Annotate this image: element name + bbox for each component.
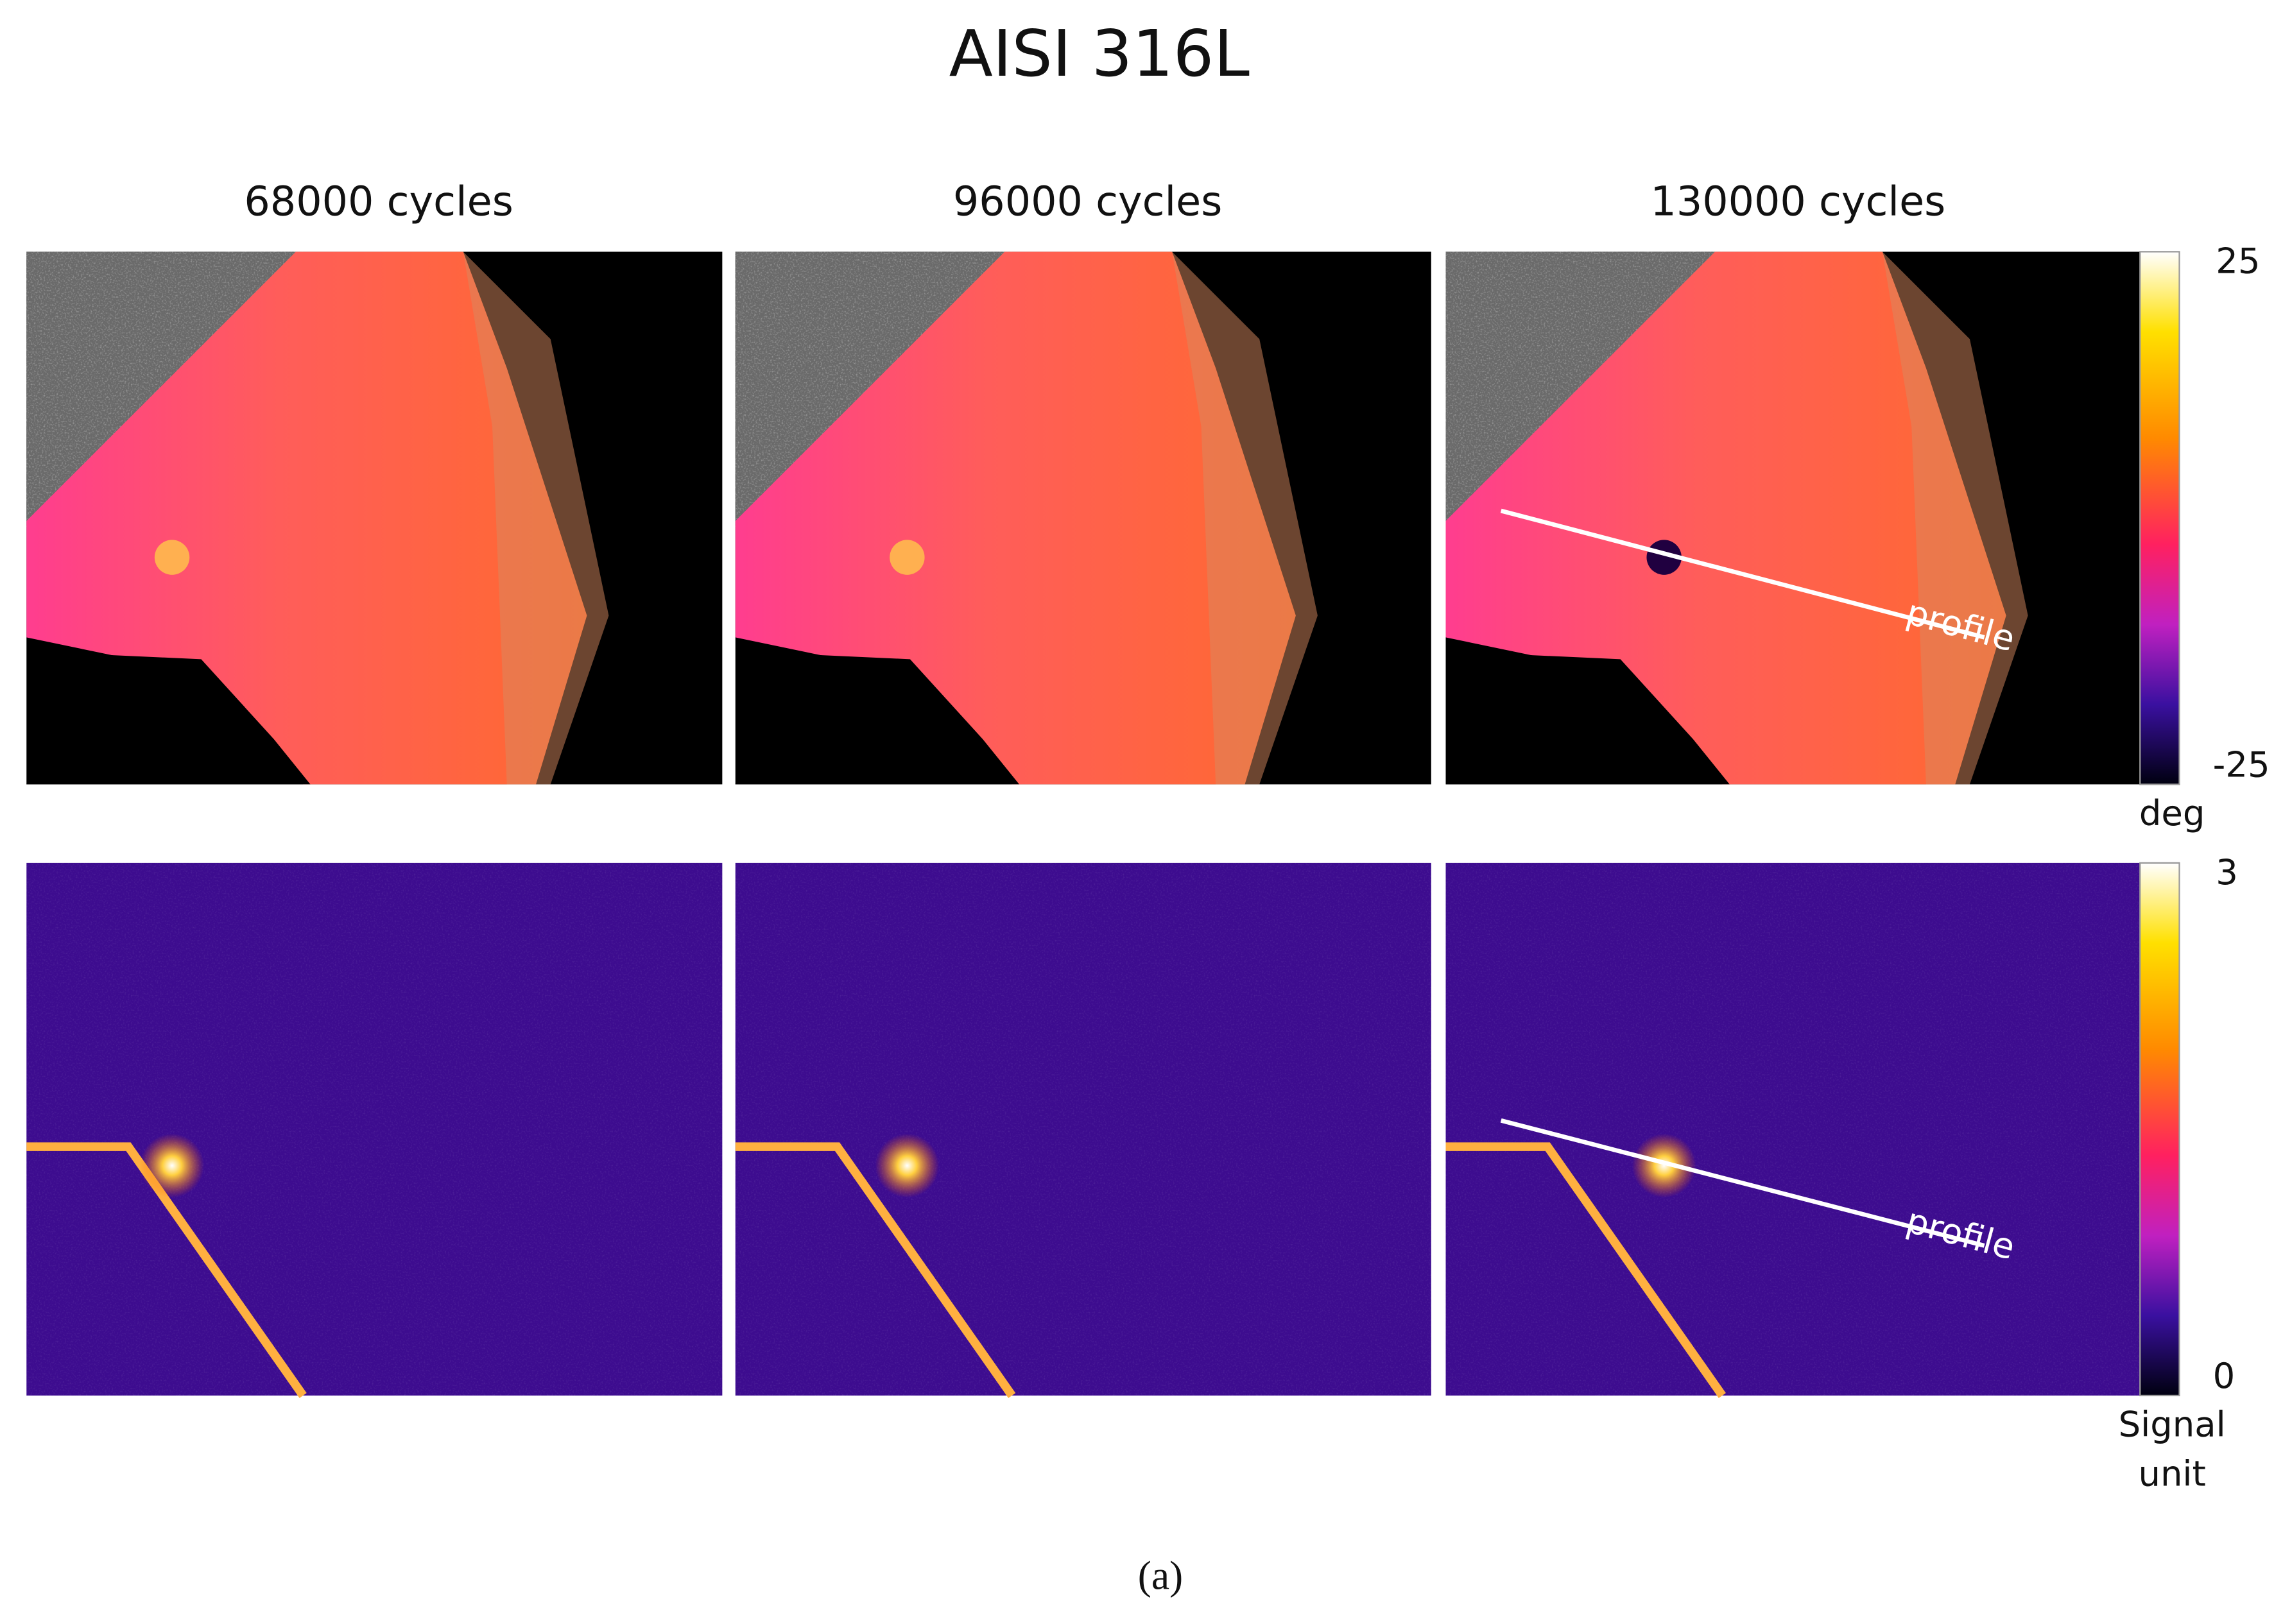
shadow-region xyxy=(26,652,311,785)
stress-field xyxy=(1445,252,2006,785)
title: AISI 316L xyxy=(949,16,1250,91)
image-panel: profile xyxy=(1445,252,2142,785)
noise xyxy=(26,862,723,1396)
crack-tip xyxy=(154,540,190,575)
shadow-region xyxy=(735,652,1019,785)
speckle xyxy=(1172,252,1318,785)
colorbar xyxy=(2139,251,2180,785)
image-panel: profile xyxy=(1445,862,2142,1398)
edge xyxy=(1445,1142,1726,1398)
colorbar-max: 25 xyxy=(2216,241,2260,282)
stress-field xyxy=(26,252,587,785)
edge xyxy=(26,1142,307,1398)
unit-line: unit xyxy=(2138,1453,2205,1494)
crack-glow xyxy=(140,1133,204,1198)
colorbar-unit: deg xyxy=(2139,792,2205,833)
edge xyxy=(735,1142,1016,1398)
colorbar-min: -25 xyxy=(2213,744,2270,785)
noise xyxy=(1445,862,2142,1396)
panels: 68000 cycles 96000 cycles 130000 cycles pro… xyxy=(26,178,2270,1494)
profile-line xyxy=(1500,1118,1985,1248)
column-heading: 130000 cycles xyxy=(1650,178,1945,225)
colorbar xyxy=(2139,862,2180,1397)
shadow-region xyxy=(1445,652,1730,785)
speckle xyxy=(1882,252,2028,785)
crack-glow xyxy=(1632,1133,1696,1198)
crack-tip xyxy=(1646,540,1682,575)
caption: (a) xyxy=(1138,1553,1183,1598)
column-heading: 96000 cycles xyxy=(953,178,1222,225)
unit-line: Signal xyxy=(2119,1403,2226,1444)
unit-line: deg xyxy=(2139,792,2205,833)
image-panel xyxy=(735,252,1431,785)
image-panel xyxy=(735,862,1431,1398)
noise xyxy=(735,862,1431,1396)
speckle xyxy=(463,252,609,785)
crack-tip xyxy=(890,540,925,575)
column-heading: 68000 cycles xyxy=(244,178,513,225)
crack-glow xyxy=(875,1133,940,1198)
colorbar-unit: Signal unit xyxy=(2119,1403,2226,1494)
colorbar-max: 3 xyxy=(2216,851,2238,893)
profile-line xyxy=(1500,508,1985,640)
stress-field xyxy=(735,252,1296,785)
image-panel xyxy=(26,252,723,785)
image-panel xyxy=(26,862,723,1398)
colorbar-min: 0 xyxy=(2213,1355,2236,1396)
